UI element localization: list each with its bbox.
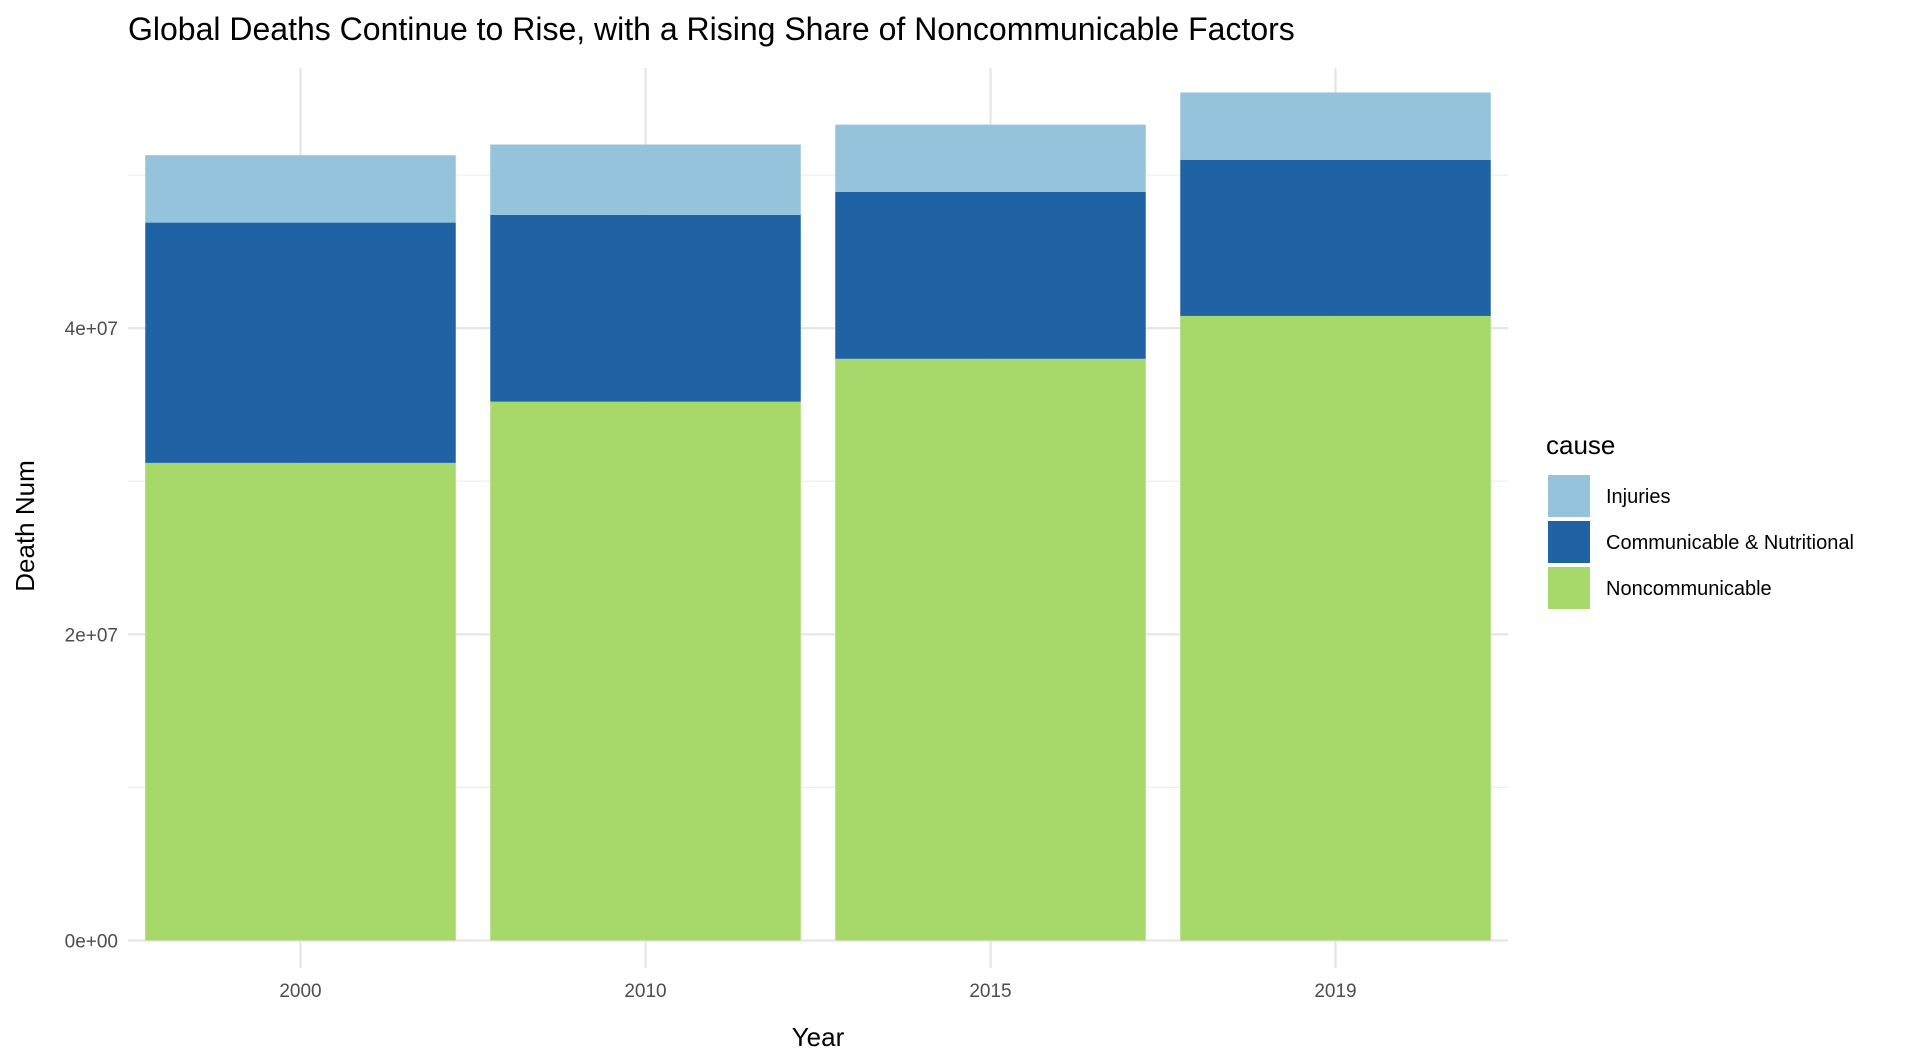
legend-title: cause [1546, 430, 1615, 460]
bar-communicable-nutritional-2000 [145, 222, 456, 463]
legend-key-injuries [1548, 475, 1590, 517]
legend-label-communicable-nutritional: Communicable & Nutritional [1606, 532, 1854, 554]
y-tick-labels: 0e+00 2e+07 4e+07 [65, 319, 118, 952]
x-tick-labels: 2000 2010 2015 2019 [279, 981, 1356, 1002]
x-tick-label: 2000 [279, 981, 321, 1002]
bar-injuries-2000 [145, 155, 456, 223]
y-tick-label: 4e+07 [65, 319, 118, 340]
x-axis-title: Year [792, 1022, 845, 1052]
x-tick-label: 2015 [969, 981, 1011, 1002]
chart-title: Global Deaths Continue to Rise, with a R… [128, 11, 1295, 47]
bar-communicable-nutritional-2019 [1180, 159, 1491, 316]
legend-label-noncommunicable: Noncommunicable [1606, 578, 1772, 600]
bar-noncommunicable-2019 [1180, 315, 1491, 941]
bars-layer [145, 92, 1491, 941]
bar-communicable-nutritional-2015 [835, 191, 1146, 359]
y-axis-title: Death Num [10, 460, 40, 592]
bar-injuries-2010 [490, 144, 801, 215]
bar-noncommunicable-2000 [145, 462, 456, 941]
y-tick-label: 2e+07 [65, 625, 118, 646]
x-tick-label: 2010 [624, 981, 666, 1002]
y-tick-label: 0e+00 [65, 931, 118, 952]
legend-key-noncommunicable [1548, 567, 1590, 609]
legend-key-communicable-nutritional [1548, 521, 1590, 563]
bar-noncommunicable-2015 [835, 358, 1146, 941]
legend-label-injuries: Injuries [1606, 486, 1670, 508]
bar-injuries-2019 [1180, 92, 1491, 160]
legend: cause Injuries Communicable & Nutritional… [1546, 430, 1854, 609]
bar-communicable-nutritional-2010 [490, 214, 801, 402]
bar-injuries-2015 [835, 124, 1146, 192]
x-tick-label: 2019 [1314, 981, 1356, 1002]
bar-noncommunicable-2010 [490, 401, 801, 941]
legend-items: Injuries Communicable & Nutritional Noncom… [1548, 475, 1854, 609]
